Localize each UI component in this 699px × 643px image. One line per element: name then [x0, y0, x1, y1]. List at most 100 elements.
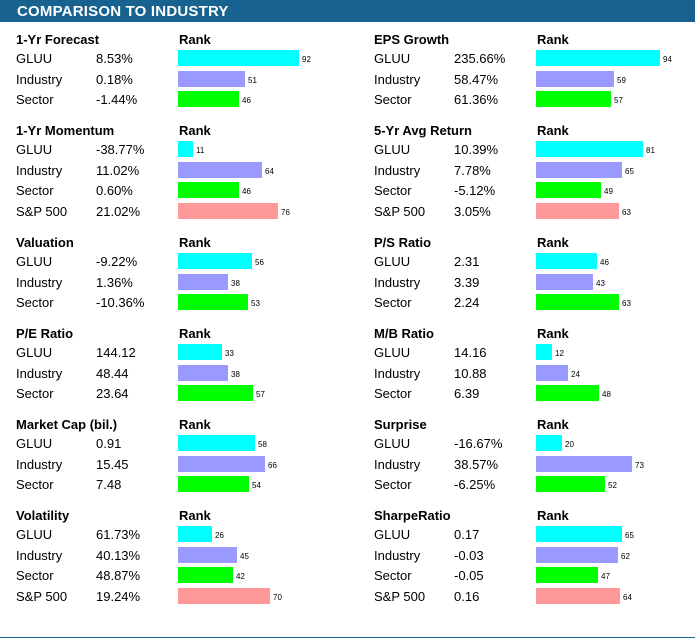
row-value: 61.36%: [454, 92, 499, 107]
rank-bar: [536, 253, 597, 269]
bottom-divider: [0, 637, 695, 638]
metric-row: GLUU 144.12 33: [16, 344, 346, 362]
rank-value: 64: [265, 166, 274, 176]
row-value: 11.02%: [96, 162, 140, 178]
rank-value: 24: [571, 369, 580, 379]
row-value: -1.44%: [96, 92, 138, 107]
metric-row: Sector -0.05 47: [374, 567, 699, 585]
metric-row: GLUU 235.66% 94: [374, 50, 699, 68]
row-label: Sector: [374, 477, 412, 492]
row-label: S&P 500: [16, 588, 68, 604]
row-value: 19.24%: [96, 588, 141, 604]
row-value: 6.39: [454, 386, 480, 401]
row-value: 1.36%: [96, 274, 133, 290]
row-value: 0.17: [454, 527, 480, 542]
rank-value: 58: [258, 440, 267, 449]
rank-bar: [536, 476, 605, 492]
row-value: 3.05%: [454, 203, 491, 219]
rank-heading: Rank: [537, 235, 569, 250]
metric-row: GLUU -16.67% 20: [374, 435, 699, 453]
row-label: GLUU: [16, 254, 53, 269]
section-title: Volatility: [16, 508, 70, 523]
rank-value: 63: [622, 207, 631, 217]
row-label: Sector: [374, 295, 412, 310]
rank-bar: [536, 455, 632, 472]
row-value: 0.60%: [96, 183, 133, 198]
metric-row: GLUU 10.39% 81: [374, 141, 699, 159]
row-label: GLUU: [16, 345, 53, 360]
metric-row: S&P 500 21.02% 76: [16, 202, 346, 221]
rank-value: 66: [268, 460, 277, 470]
rank-value: 56: [255, 258, 264, 267]
section-title: 1-Yr Momentum: [16, 123, 115, 138]
rank-bar: [178, 344, 222, 360]
row-value: 58.47%: [454, 71, 499, 87]
row-label: GLUU: [16, 436, 53, 451]
rank-bar: [178, 294, 248, 310]
rank-bar: [536, 141, 643, 157]
row-value: 7.48: [96, 477, 122, 492]
row-value: 0.16: [454, 588, 480, 604]
rank-bar: [536, 161, 622, 178]
rank-value: 94: [663, 55, 672, 64]
metric-row: S&P 500 19.24% 70: [16, 587, 346, 606]
metric-section: P/S Ratio Rank GLUU 2.31 46 Industry 3.39 43 Sec…: [374, 235, 699, 321]
rank-heading: Rank: [179, 508, 211, 523]
rank-bar: [178, 587, 270, 604]
rank-bar: [536, 526, 622, 542]
metric-section: SharpeRatio Rank GLUU 0.17 65 Industry -0.03 62…: [374, 508, 699, 604]
rank-heading: Rank: [179, 326, 211, 341]
rank-bar: [178, 50, 299, 66]
row-label: GLUU: [374, 254, 411, 269]
row-label: GLUU: [16, 527, 53, 542]
metric-row: Sector -10.36% 53: [16, 294, 346, 312]
row-value: 38.57%: [454, 456, 499, 472]
metric-section: 1-Yr Momentum Rank GLUU -38.77% 11 Industry 11…: [16, 123, 346, 219]
rank-value: 47: [601, 572, 610, 581]
row-label: Industry: [374, 274, 421, 290]
metric-row: Industry 3.39 43: [374, 273, 699, 292]
rank-heading: Rank: [179, 32, 211, 47]
row-label: Industry: [16, 274, 63, 290]
metric-row: Industry 1.36% 38: [16, 273, 346, 292]
row-label: S&P 500: [374, 588, 426, 604]
rank-bar: [178, 273, 228, 290]
metric-row: Industry 38.57% 73: [374, 455, 699, 474]
metric-row: Sector 7.48 54: [16, 476, 346, 494]
rank-bar: [178, 182, 239, 198]
row-label: Industry: [374, 547, 421, 563]
rank-bar: [536, 50, 660, 66]
metric-row: S&P 500 0.16 64: [374, 587, 699, 606]
rank-value: 12: [555, 349, 564, 358]
row-label: GLUU: [374, 436, 411, 451]
rank-value: 70: [273, 592, 282, 602]
rank-bar: [536, 344, 552, 360]
metric-section: 5-Yr Avg Return Rank GLUU 10.39% 81 Industry 7…: [374, 123, 699, 219]
rank-bar: [178, 385, 253, 401]
metric-row: Sector 61.36% 57: [374, 91, 699, 109]
row-value: 0.91: [96, 436, 122, 451]
row-value: -0.05: [454, 568, 484, 583]
metric-row: Sector 2.24 63: [374, 294, 699, 312]
rank-value: 11: [196, 146, 205, 155]
metric-section: P/E Ratio Rank GLUU 144.12 33 Industry 48.44 38…: [16, 326, 346, 412]
row-value: 0.18%: [96, 71, 133, 87]
section-title: P/S Ratio: [374, 235, 432, 250]
row-value: 48.44: [96, 365, 129, 381]
metric-row: Sector -6.25% 52: [374, 476, 699, 494]
row-value: 48.87%: [96, 568, 141, 583]
metric-row: GLUU -38.77% 11: [16, 141, 346, 159]
rank-value: 59: [617, 75, 626, 85]
metric-row: Sector 0.60% 46: [16, 182, 346, 200]
rank-value: 65: [625, 166, 634, 176]
rank-value: 81: [646, 146, 655, 155]
row-label: GLUU: [16, 51, 53, 66]
rank-bar: [178, 70, 245, 87]
row-label: Industry: [374, 162, 421, 178]
metric-row: Industry 7.78% 65: [374, 161, 699, 180]
metric-row: Industry 58.47% 59: [374, 70, 699, 89]
rank-value: 20: [565, 440, 574, 449]
row-label: Sector: [374, 568, 412, 583]
rank-bar: [178, 455, 265, 472]
row-label: Sector: [16, 295, 54, 310]
